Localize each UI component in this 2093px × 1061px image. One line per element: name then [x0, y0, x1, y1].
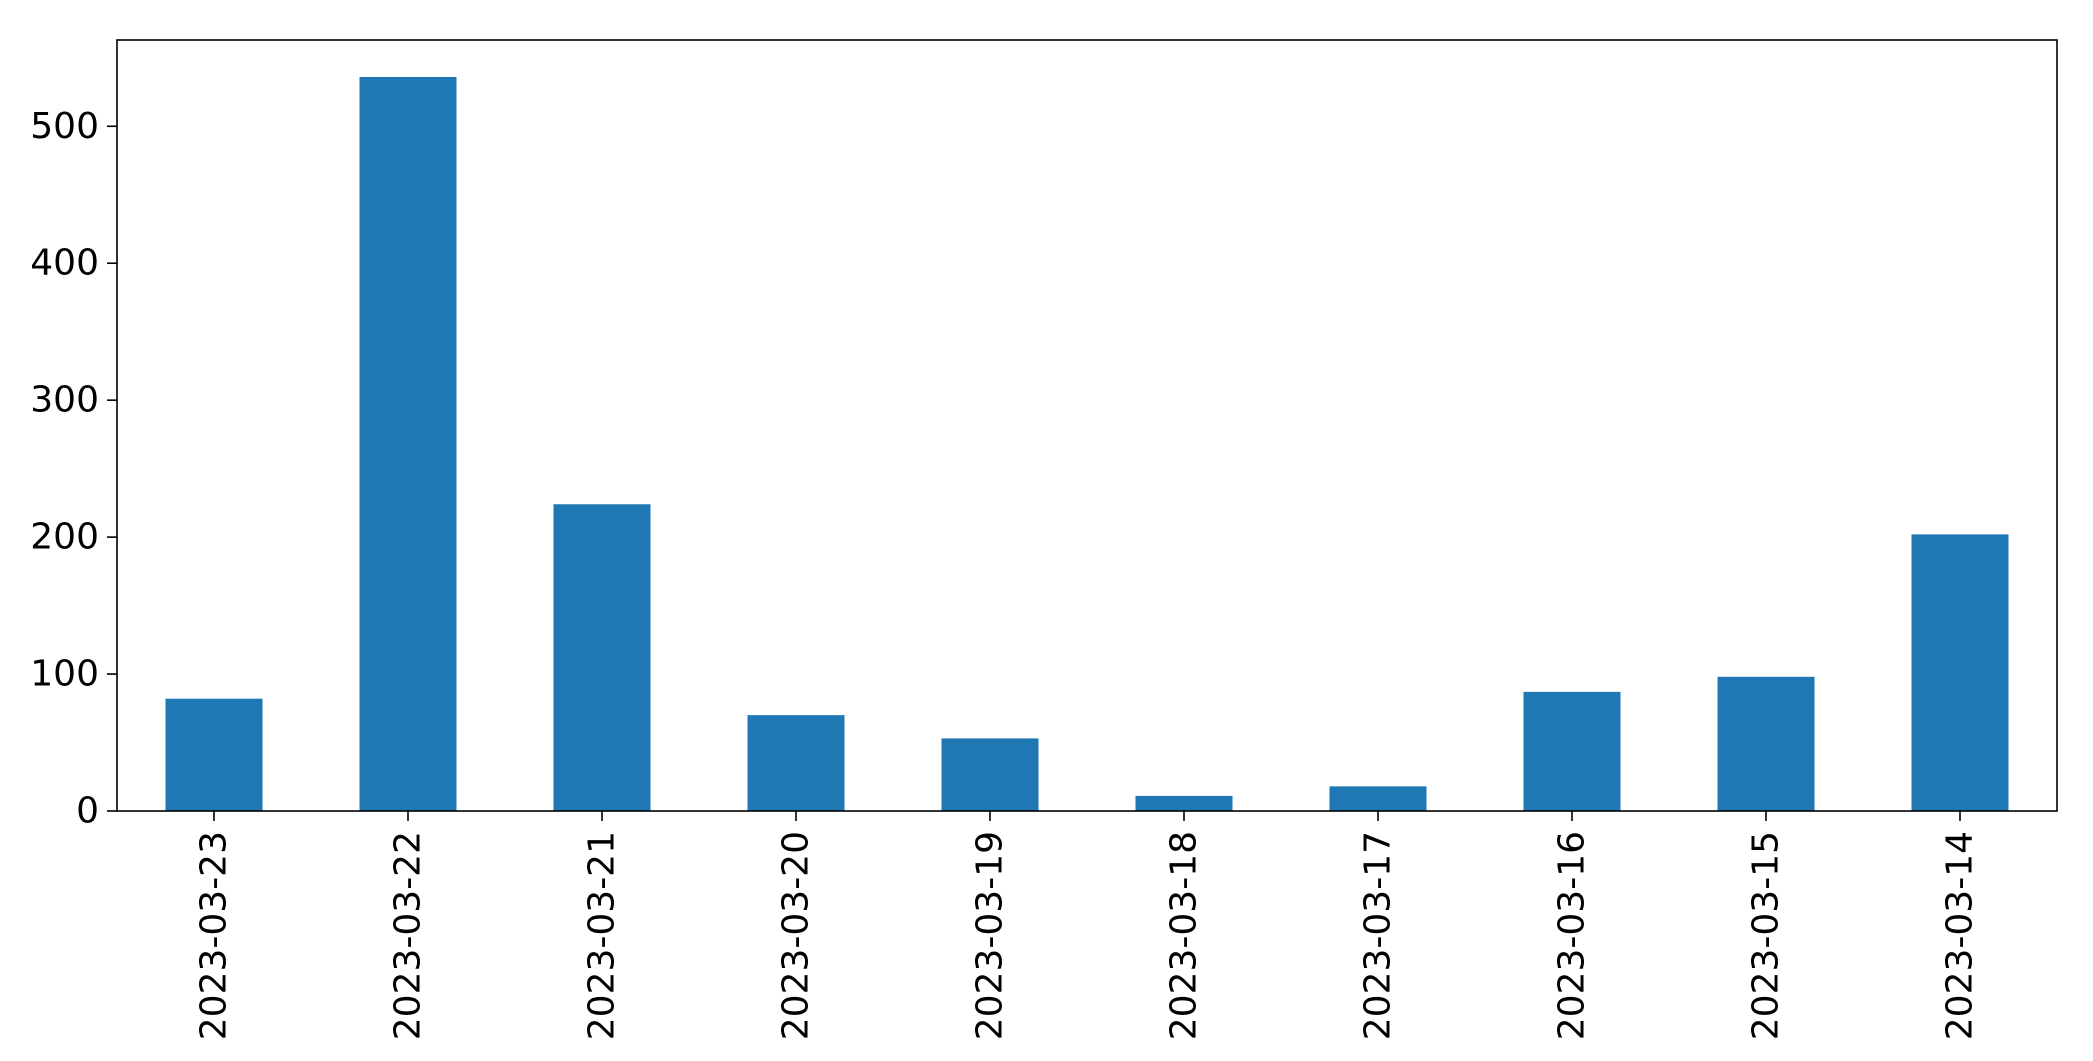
- bar-2023-03-18: [1135, 795, 1233, 811]
- x-tick-label: 2023-03-21: [582, 831, 623, 1040]
- bar-2023-03-22: [359, 76, 457, 811]
- x-axis: 2023-03-23 2023-03-22 2023-03-21 2023-03-20…: [194, 811, 1981, 1040]
- y-tick-label: 200: [30, 517, 99, 558]
- plot-area-frame: [116, 39, 2058, 812]
- bar-2023-03-19: [941, 738, 1039, 811]
- x-tick-label: 2023-03-14: [1940, 831, 1981, 1040]
- bar-2023-03-23: [165, 698, 263, 811]
- y-axis: 0 100 200 300 400 500: [30, 106, 117, 832]
- y-tick-label: 100: [30, 654, 99, 695]
- x-tick-label: 2023-03-20: [776, 831, 817, 1040]
- x-tick-label: 2023-03-16: [1552, 831, 1593, 1040]
- y-tick-label: 0: [76, 791, 99, 832]
- x-tick-label: 2023-03-23: [194, 831, 235, 1040]
- bars-layer: [165, 76, 2009, 811]
- bar-2023-03-15: [1717, 676, 1815, 811]
- y-tick-label: 300: [30, 380, 99, 421]
- y-tick-label: 400: [30, 243, 99, 284]
- bar-2023-03-17: [1329, 786, 1427, 811]
- x-tick-label: 2023-03-15: [1746, 831, 1787, 1040]
- x-tick-label: 2023-03-19: [970, 831, 1011, 1040]
- bar-2023-03-16: [1523, 691, 1621, 811]
- bar-2023-03-14: [1911, 534, 2009, 811]
- bar-2023-03-21: [553, 504, 651, 811]
- bar-2023-03-20: [747, 715, 845, 811]
- x-tick-label: 2023-03-17: [1358, 831, 1399, 1040]
- y-tick-label: 500: [30, 106, 99, 147]
- x-tick-label: 2023-03-18: [1164, 831, 1205, 1040]
- x-tick-label: 2023-03-22: [388, 831, 429, 1040]
